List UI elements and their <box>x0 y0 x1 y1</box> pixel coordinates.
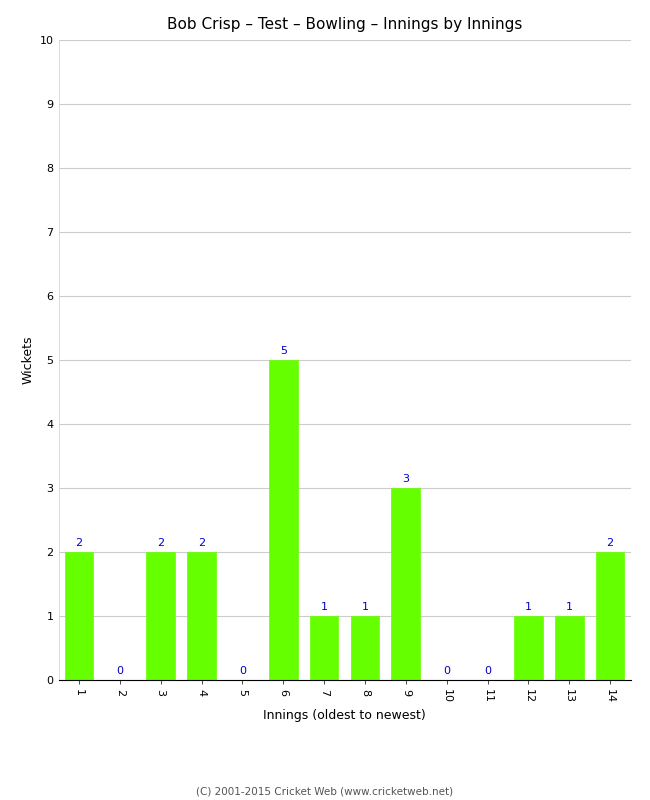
Title: Bob Crisp – Test – Bowling – Innings by Innings: Bob Crisp – Test – Bowling – Innings by … <box>167 17 522 32</box>
Text: 1: 1 <box>361 602 369 612</box>
Text: (C) 2001-2015 Cricket Web (www.cricketweb.net): (C) 2001-2015 Cricket Web (www.cricketwe… <box>196 786 454 796</box>
Bar <box>555 616 584 680</box>
Text: 0: 0 <box>484 666 491 676</box>
Text: 1: 1 <box>320 602 328 612</box>
Bar <box>596 552 625 680</box>
X-axis label: Innings (oldest to newest): Innings (oldest to newest) <box>263 709 426 722</box>
Text: 0: 0 <box>116 666 124 676</box>
Y-axis label: Wickets: Wickets <box>21 336 34 384</box>
Bar <box>350 616 379 680</box>
Text: 2: 2 <box>157 538 164 548</box>
Text: 1: 1 <box>525 602 532 612</box>
Text: 1: 1 <box>566 602 573 612</box>
Bar <box>514 616 543 680</box>
Bar <box>269 360 298 680</box>
Bar <box>187 552 216 680</box>
Bar <box>146 552 175 680</box>
Text: 0: 0 <box>239 666 246 676</box>
Text: 5: 5 <box>280 346 287 356</box>
Bar <box>310 616 339 680</box>
Text: 2: 2 <box>606 538 614 548</box>
Text: 2: 2 <box>75 538 83 548</box>
Bar <box>64 552 93 680</box>
Text: 3: 3 <box>402 474 410 484</box>
Text: 2: 2 <box>198 538 205 548</box>
Bar <box>391 488 420 680</box>
Text: 0: 0 <box>443 666 450 676</box>
